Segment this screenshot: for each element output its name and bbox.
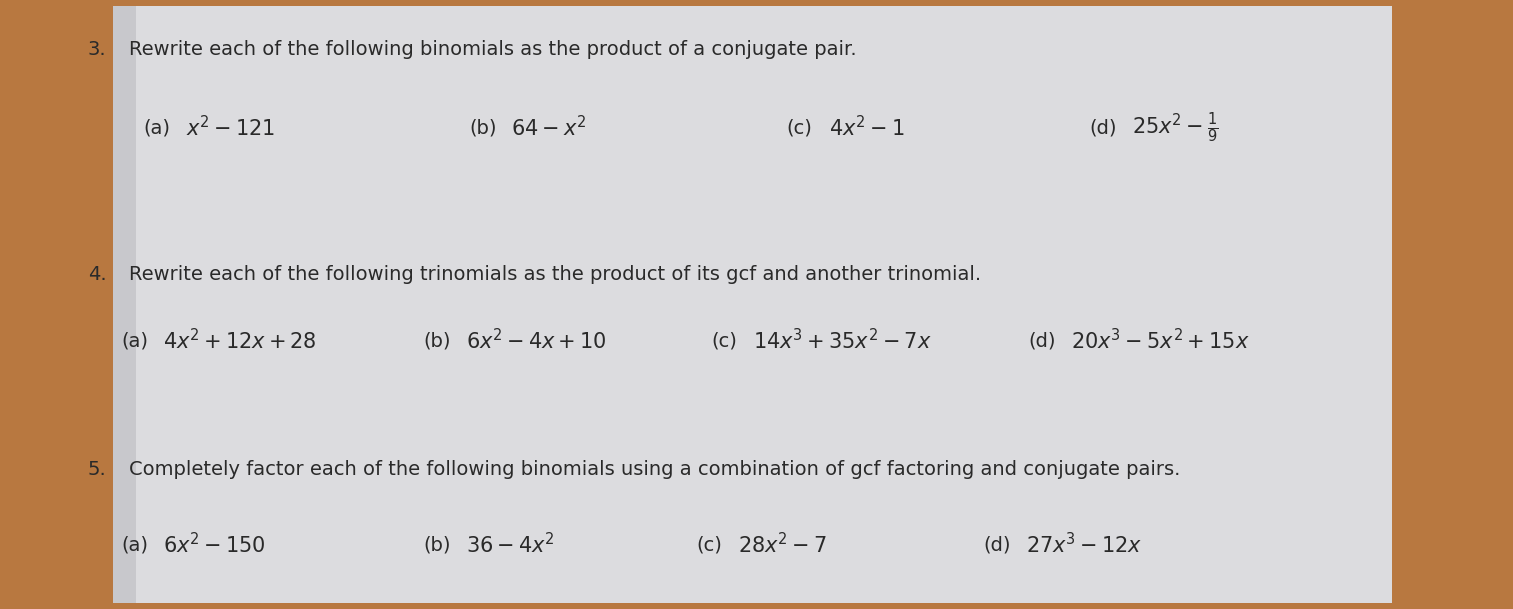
Text: (c): (c) — [787, 118, 812, 138]
Text: $4x^2+12x+28$: $4x^2+12x+28$ — [163, 328, 318, 354]
Text: 5.: 5. — [88, 460, 106, 479]
Text: 3.: 3. — [88, 40, 106, 58]
Text: (b): (b) — [424, 535, 451, 555]
Text: (d): (d) — [1089, 118, 1117, 138]
Text: (b): (b) — [469, 118, 496, 138]
Text: (a): (a) — [121, 535, 148, 555]
Text: $x^2-121$: $x^2-121$ — [186, 115, 275, 141]
Text: $25x^2-\frac{1}{9}$: $25x^2-\frac{1}{9}$ — [1132, 111, 1218, 145]
Text: $20x^3-5x^2+15x$: $20x^3-5x^2+15x$ — [1071, 328, 1250, 354]
FancyBboxPatch shape — [113, 6, 1392, 603]
Text: $6x^2-4x+10$: $6x^2-4x+10$ — [466, 328, 607, 354]
Text: Completely factor each of the following binomials using a combination of gcf fac: Completely factor each of the following … — [129, 460, 1180, 479]
Text: (c): (c) — [711, 331, 737, 351]
Text: Rewrite each of the following binomials as the product of a conjugate pair.: Rewrite each of the following binomials … — [129, 40, 856, 58]
Text: (b): (b) — [424, 331, 451, 351]
FancyBboxPatch shape — [113, 6, 136, 603]
Text: $64-x^2$: $64-x^2$ — [511, 115, 587, 141]
Text: $6x^2-150$: $6x^2-150$ — [163, 532, 266, 558]
Text: $36-4x^2$: $36-4x^2$ — [466, 532, 555, 558]
Text: $4x^2-1$: $4x^2-1$ — [829, 115, 905, 141]
Text: Rewrite each of the following trinomials as the product of its gcf and another t: Rewrite each of the following trinomials… — [129, 265, 980, 284]
Text: $28x^2-7$: $28x^2-7$ — [738, 532, 828, 558]
Text: $27x^3-12x$: $27x^3-12x$ — [1026, 532, 1142, 558]
Text: (a): (a) — [121, 331, 148, 351]
Text: (d): (d) — [1029, 331, 1056, 351]
Text: (c): (c) — [696, 535, 722, 555]
Text: $14x^3+35x^2-7x$: $14x^3+35x^2-7x$ — [753, 328, 932, 354]
Text: (d): (d) — [983, 535, 1011, 555]
Text: 4.: 4. — [88, 265, 106, 284]
Text: (a): (a) — [144, 118, 171, 138]
